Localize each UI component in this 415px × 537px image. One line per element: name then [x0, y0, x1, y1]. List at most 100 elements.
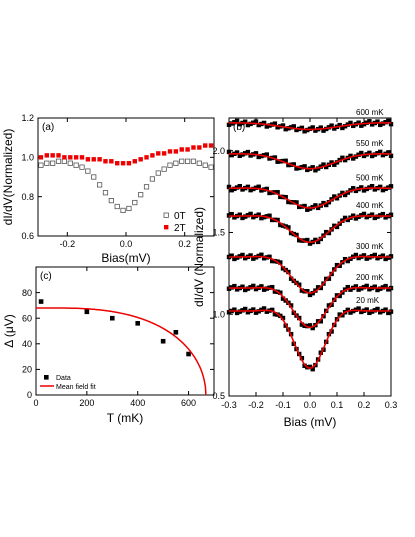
data-point	[367, 310, 372, 316]
data-point	[259, 252, 264, 257]
data-point-0T	[155, 170, 161, 176]
data-point	[275, 217, 280, 223]
data-point	[253, 151, 259, 156]
data-point	[326, 230, 332, 236]
data-point	[109, 315, 115, 321]
data-point	[337, 263, 342, 268]
data-point	[364, 256, 369, 261]
data-point	[267, 254, 272, 259]
data-point	[237, 153, 242, 158]
data-point	[270, 258, 275, 264]
data-point	[253, 119, 259, 124]
data-point	[278, 290, 283, 295]
panel-label: (a)	[42, 122, 54, 133]
data-point-0T	[179, 158, 185, 164]
data-point	[302, 129, 307, 134]
data-point	[307, 292, 313, 298]
data-point-0T	[184, 158, 191, 164]
data-point-2T	[56, 153, 61, 158]
data-point	[315, 319, 321, 324]
data-point-2T	[44, 153, 49, 158]
data-point	[256, 212, 261, 217]
data-point	[264, 309, 269, 314]
data-point	[229, 253, 234, 258]
data-point	[353, 284, 359, 289]
x-tick-label: 0	[33, 398, 38, 408]
data-point	[253, 286, 259, 292]
data-point	[278, 194, 283, 200]
data-point	[340, 313, 345, 318]
data-point	[160, 338, 166, 344]
data-point	[286, 225, 291, 230]
data-point	[375, 306, 380, 312]
data-point-2T	[38, 155, 44, 160]
data-point-0T	[114, 203, 120, 210]
data-point-2T	[126, 161, 132, 166]
data-point	[245, 310, 251, 315]
data-point	[345, 284, 350, 290]
data-point-0T	[161, 166, 167, 172]
data-point	[324, 229, 329, 235]
data-point	[245, 184, 251, 190]
data-point-2T	[191, 145, 196, 150]
data-point	[307, 323, 313, 328]
data-point-2T	[203, 143, 208, 148]
y-tick-label: 1.2	[21, 113, 34, 123]
data-point	[251, 307, 256, 312]
series-label: 300 mK	[356, 242, 384, 251]
data-point	[313, 128, 318, 133]
data-point	[229, 188, 234, 193]
data-point	[367, 150, 372, 156]
series-label: 400 mK	[356, 201, 384, 210]
data-point	[337, 122, 342, 128]
x-tick-label: 0.1	[331, 400, 344, 410]
data-point	[270, 307, 275, 313]
data-point	[326, 276, 332, 281]
data-point	[240, 187, 245, 192]
data-point-0T	[149, 176, 155, 182]
x-tick-label: -0.3	[221, 400, 237, 410]
data-point	[353, 216, 359, 221]
data-point	[302, 164, 307, 169]
data-point-2T	[161, 151, 167, 156]
data-point	[372, 284, 377, 289]
data-point	[280, 296, 286, 301]
data-point	[288, 276, 294, 281]
data-point	[243, 255, 248, 261]
data-point	[318, 285, 323, 291]
data-point	[243, 306, 248, 312]
data-point	[248, 187, 253, 193]
data-point	[256, 122, 261, 128]
data-point	[288, 303, 294, 308]
fit-line	[229, 187, 391, 209]
data-point	[261, 306, 267, 311]
data-point	[383, 307, 388, 312]
data-point	[324, 202, 329, 208]
data-point-2T	[132, 159, 137, 164]
data-point	[267, 213, 272, 218]
data-point	[386, 287, 391, 292]
data-point-2T	[197, 145, 202, 150]
data-point	[318, 125, 323, 130]
data-point	[283, 158, 288, 164]
data-point	[302, 203, 307, 209]
data-point	[383, 215, 388, 220]
fit-line	[229, 255, 391, 294]
data-point	[280, 266, 286, 271]
data-point	[280, 315, 286, 321]
data-point	[307, 364, 313, 370]
y-axis-label: Δ (μV)	[2, 314, 16, 348]
data-point	[348, 310, 353, 315]
data-point	[375, 256, 380, 261]
data-point-0T	[44, 160, 50, 166]
data-point	[324, 276, 329, 282]
data-point	[351, 123, 356, 129]
data-point	[345, 307, 350, 313]
data-point-0T	[61, 158, 68, 164]
data-point-0T	[102, 190, 109, 196]
x-tick-label: -0.2	[60, 239, 76, 249]
data-point	[256, 184, 261, 189]
data-point	[186, 351, 191, 357]
data-point	[359, 309, 364, 315]
data-point-0T	[202, 162, 208, 168]
